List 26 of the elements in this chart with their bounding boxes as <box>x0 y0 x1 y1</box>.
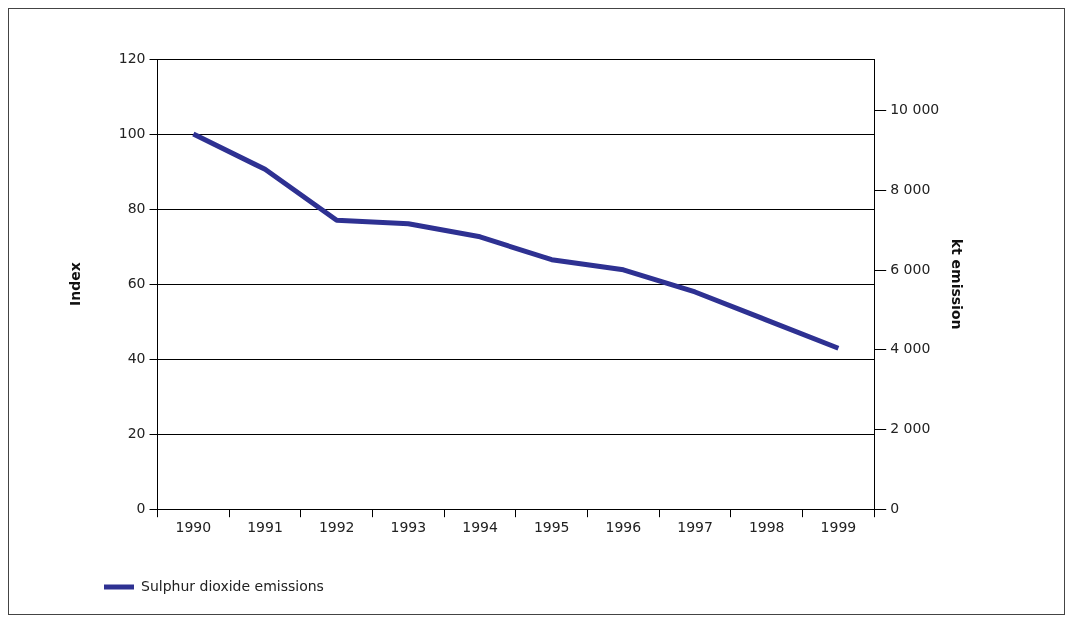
x-tick-label: 1994 <box>462 519 498 536</box>
y2-tick-label: 6 000 <box>890 260 931 277</box>
x-tick-label: 1991 <box>247 519 283 536</box>
y2-tick-label: 2 000 <box>890 420 931 437</box>
y-tick-label: 100 <box>118 124 146 141</box>
x-tick-label: 1992 <box>318 519 355 536</box>
x-tick-label: 1995 <box>533 519 570 536</box>
y2-tick-label: 8 000 <box>890 181 931 198</box>
x-tick-label: 1996 <box>605 519 642 536</box>
y2-tick-label: 0 <box>890 499 900 516</box>
y2-tick-label: 10 000 <box>890 101 940 118</box>
y-tick-label: 40 <box>127 349 146 366</box>
y-axis-title: Index <box>67 262 84 306</box>
y-tick-label: 0 <box>136 499 146 516</box>
x-tick-label: 1990 <box>175 519 212 536</box>
y2-tick-label: 4 000 <box>890 340 931 357</box>
x-tick-label: 1999 <box>820 519 857 536</box>
y-tick-label: 120 <box>118 49 146 66</box>
x-tick-label: 1997 <box>677 519 713 536</box>
y-tick-label: 60 <box>127 274 146 291</box>
y2-axis-title: kt emission <box>948 238 965 330</box>
x-tick-label: 1993 <box>390 519 427 536</box>
x-tick-label: 1998 <box>748 519 785 536</box>
legend-label: Sulphur dioxide emissions <box>141 577 324 594</box>
y-tick-label: 80 <box>127 199 146 216</box>
y-tick-label: 20 <box>127 424 146 441</box>
